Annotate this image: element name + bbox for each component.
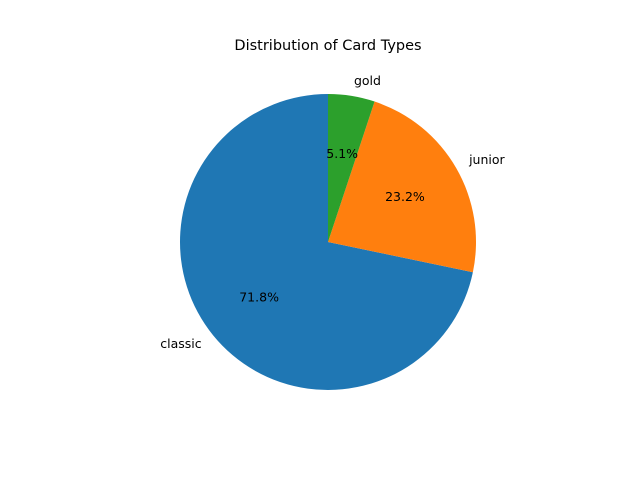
- pie-slices: [180, 94, 476, 391]
- pie-labels: classic 71.8% junior 23.2% gold 5.1%: [160, 73, 505, 351]
- percent-label-classic: 71.8%: [239, 290, 279, 305]
- percent-label-gold: 5.1%: [326, 146, 358, 161]
- pie-slice-gold: [328, 94, 375, 242]
- slice-label-classic: classic: [160, 336, 202, 351]
- slice-label-gold: gold: [354, 73, 381, 88]
- pie-slice-junior: [328, 101, 476, 273]
- slice-label-junior: junior: [468, 152, 505, 167]
- pie-slice-classic: [180, 94, 473, 391]
- chart-title: Distribution of Card Types: [234, 38, 421, 54]
- percent-label-junior: 23.2%: [385, 189, 425, 204]
